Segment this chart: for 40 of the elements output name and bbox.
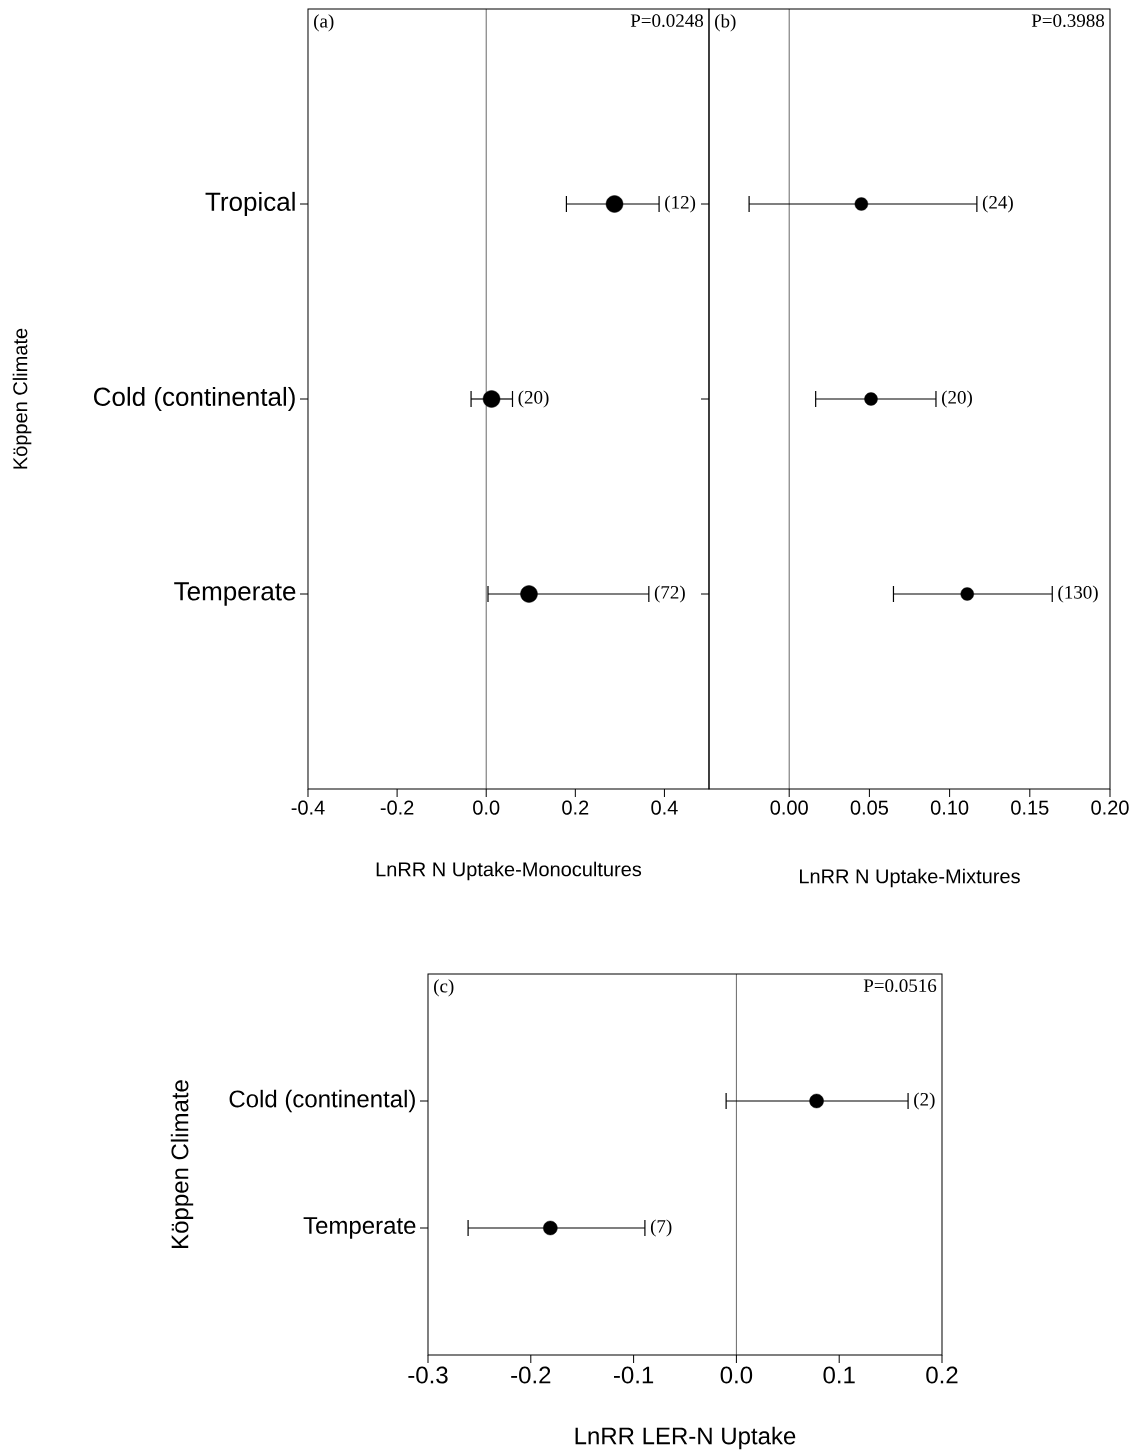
annotation: (72) <box>654 585 685 603</box>
y-axis-title: Köppen Climate <box>170 1080 194 1248</box>
x-tick-label: 0.0 <box>720 1366 753 1384</box>
annotation: (24) <box>982 195 1013 213</box>
annotation: (b) <box>715 14 736 32</box>
x-tick-label: 0.10 <box>930 800 969 815</box>
annotation: P=0.0248 <box>630 14 704 28</box>
x-tick-label: -0.2 <box>380 800 414 815</box>
x-tick-label: 0.0 <box>473 800 500 815</box>
y-tick-label: Tropical <box>205 191 295 217</box>
x-tick-label: 0.4 <box>651 800 678 815</box>
x-tick-label: 0.1 <box>823 1366 855 1384</box>
x-tick-label: -0.1 <box>613 1366 654 1384</box>
y-tick-label: Temperate <box>303 1217 416 1239</box>
y-axis-title: Köppen Climate <box>12 328 32 469</box>
x-tick-label: 0.15 <box>1011 800 1049 815</box>
x-tick-label: 0.2 <box>562 800 589 815</box>
x-tick-label: 0.05 <box>850 800 889 815</box>
x-axis-title: LnRR N Uptake-Monocultures <box>376 861 642 881</box>
annotation: (c) <box>434 979 454 997</box>
x-tick-label: 0.20 <box>1091 800 1129 815</box>
annotation: P=0.0516 <box>863 979 937 993</box>
y-tick-label: Temperate <box>174 582 296 606</box>
annotation: (2) <box>914 1092 935 1110</box>
annotation: (7) <box>650 1219 672 1237</box>
annotation: (20) <box>942 390 972 408</box>
annotation: (12) <box>665 195 696 213</box>
annotation: (20) <box>518 390 549 408</box>
y-tick-label: Cold (continental) <box>94 386 295 412</box>
x-tick-label: 0.00 <box>770 800 808 815</box>
annotation: P=0.3988 <box>1031 14 1105 28</box>
x-tick-label: -0.4 <box>291 800 325 815</box>
x-axis-title: LnRR N Uptake-Mixtures <box>800 868 1020 888</box>
x-tick-label: -0.3 <box>408 1366 448 1384</box>
x-axis-title: LnRR LER-N Uptake <box>575 1426 796 1450</box>
x-tick-label: 0.2 <box>926 1366 958 1384</box>
x-tick-label: -0.2 <box>511 1366 551 1384</box>
annotation: (130) <box>1058 585 1098 603</box>
y-tick-label: Cold (continental) <box>229 1089 415 1113</box>
annotation: (a) <box>314 14 334 32</box>
